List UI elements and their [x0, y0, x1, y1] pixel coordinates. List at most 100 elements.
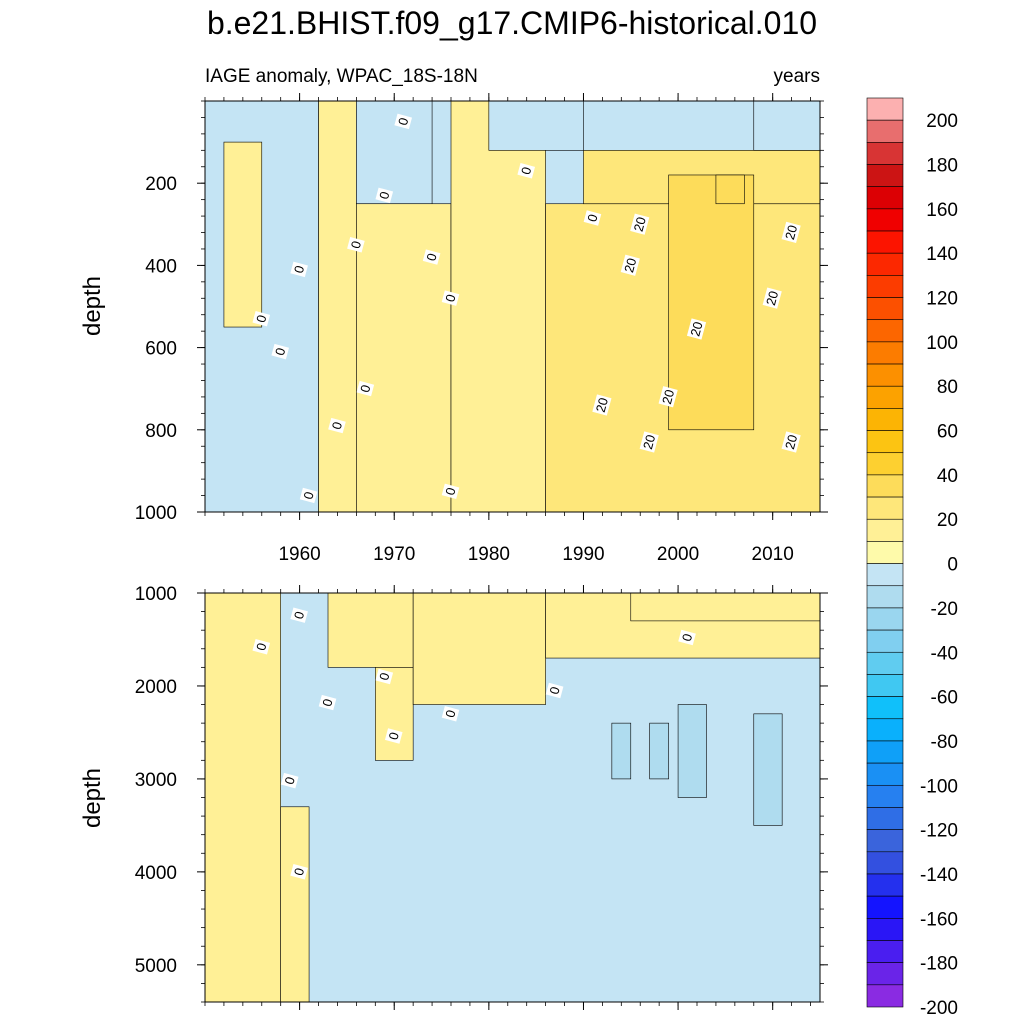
upper-y-tick-label-0: 200 [145, 174, 177, 195]
colorbar-label-17: -140 [920, 865, 958, 886]
lower-contour-region-5 [412, 593, 546, 705]
upper-contour-region-6 [488, 101, 584, 151]
svg-text:0: 0 [272, 346, 288, 357]
upper-x-tick-label-4: 2000 [657, 544, 699, 565]
svg-text:20: 20 [659, 388, 677, 406]
colorbar-label-0: 200 [926, 111, 958, 132]
colorbar-swatch-13 [866, 696, 904, 720]
svg-text:0: 0 [546, 685, 562, 696]
colorbar-swatch-0 [866, 984, 904, 1008]
lower-contour-label-2: 0 [290, 863, 308, 880]
upper-contour-label-11: 0 [441, 483, 460, 500]
upper-contour-label-3: 0 [271, 343, 290, 360]
colorbar-swatch-36 [866, 186, 904, 210]
colorbar-swatch-29 [866, 341, 904, 365]
upper-contour-label-4: 0 [328, 417, 346, 434]
svg-text:0: 0 [442, 486, 458, 497]
chart-title: b.e21.BHIST.f09_g17.CMIP6-historical.010 [207, 5, 817, 41]
upper-x-tick-label-0: 1960 [278, 544, 320, 565]
lower-y-tick-label-1: 2000 [135, 677, 177, 698]
colorbar-swatch-28 [866, 363, 904, 387]
svg-text:20: 20 [687, 320, 705, 338]
upper-contour-region-11 [753, 101, 820, 151]
colorbar-label-15: -100 [920, 776, 958, 797]
svg-text:0: 0 [300, 490, 316, 501]
colorbar-swatch-24 [866, 452, 904, 476]
svg-text:20: 20 [782, 223, 800, 241]
lower-contour-label-8: 0 [545, 682, 564, 699]
svg-text:0: 0 [376, 190, 392, 201]
lower-contour-region-10 [677, 704, 707, 798]
colorbar-label-14: -80 [931, 732, 958, 753]
colorbar-swatch-15 [866, 651, 904, 675]
colorbar-swatch-22 [866, 496, 904, 520]
upper-y-tick-label-4: 1000 [135, 503, 177, 524]
colorbar-swatch-19 [866, 563, 904, 587]
colorbar-swatch-20 [866, 541, 904, 564]
svg-text:0: 0 [442, 293, 458, 304]
lower-contour-label-0: 0 [252, 639, 271, 655]
lower-y-tick-label-4: 5000 [135, 956, 177, 977]
upper-contour-label-12: 0 [517, 163, 536, 179]
upper-contour-label-15: 20 [620, 254, 640, 276]
colorbar-swatch-23 [866, 474, 904, 498]
colorbar-label-5: 100 [926, 333, 958, 354]
lower-contour-label-5: 0 [375, 668, 394, 685]
upper-contour-region-1 [223, 141, 263, 328]
colorbar-swatch-27 [866, 385, 904, 409]
upper-contour-region-3 [356, 101, 433, 205]
upper-contour-label-8: 0 [394, 113, 413, 130]
upper-contour-label-16: 20 [630, 213, 650, 235]
colorbar-swatch-8 [866, 807, 904, 830]
colorbar-swatch-2 [866, 940, 904, 963]
colorbar-label-12: -40 [931, 643, 958, 664]
upper-y-tick-label-3: 800 [145, 421, 177, 442]
lower-y-tick-label-2: 3000 [135, 770, 177, 791]
svg-text:0: 0 [319, 697, 335, 708]
svg-text:0: 0 [395, 116, 411, 127]
colorbar-label-7: 60 [937, 422, 958, 443]
colorbar-swatch-17 [866, 607, 904, 631]
colorbar-swatch-5 [866, 873, 904, 897]
upper-contour-label-10: 0 [441, 290, 460, 306]
colorbar-label-8: 40 [937, 466, 958, 487]
svg-text:20: 20 [631, 215, 649, 233]
colorbar-label-3: 140 [926, 244, 958, 265]
svg-text:0: 0 [348, 239, 364, 250]
colorbar-swatch-38 [866, 142, 904, 165]
upper-contour-label-14: 20 [592, 394, 612, 416]
colorbar-label-1: 180 [926, 156, 958, 177]
colorbar-label-13: -60 [931, 688, 958, 709]
upper-contour-label-18: 20 [658, 386, 678, 408]
svg-text:0: 0 [518, 165, 534, 176]
upper-plot-frame [204, 100, 821, 513]
upper-y-tick-label-2: 600 [145, 339, 177, 360]
colorbar-label-6: 80 [937, 377, 958, 398]
svg-text:0: 0 [253, 641, 269, 652]
colorbar-swatch-30 [866, 319, 904, 343]
colorbar-swatch-35 [866, 208, 904, 232]
upper-contour-label-17: 20 [639, 431, 659, 453]
colorbar-label-2: 160 [926, 200, 958, 221]
lower-y-axis-label: depth [79, 768, 106, 828]
svg-text:0: 0 [679, 632, 695, 643]
upper-contour-label-22: 20 [781, 431, 801, 453]
colorbar-swatch-31 [866, 297, 904, 321]
lower-contour-label-4: 0 [318, 694, 337, 711]
upper-contour-label-20: 20 [762, 287, 782, 309]
colorbar-label-11: -20 [931, 599, 958, 620]
upper-contour-label-13: 0 [583, 210, 602, 226]
lower-contour-region-8 [611, 722, 632, 780]
svg-text:0: 0 [281, 775, 297, 786]
colorbar-swatch-16 [866, 629, 904, 653]
colorbar-label-19: -180 [920, 954, 958, 975]
lower-contour-region-4 [375, 667, 414, 761]
upper-contour-label-2: 0 [252, 310, 271, 327]
colorbar-swatch-4 [866, 895, 904, 919]
svg-text:0: 0 [376, 671, 392, 682]
lower-y-tick-label-3: 4000 [135, 863, 177, 884]
upper-contour-label-6: 0 [356, 380, 375, 397]
colorbar-swatch-33 [866, 252, 904, 276]
svg-text:0: 0 [291, 866, 307, 877]
